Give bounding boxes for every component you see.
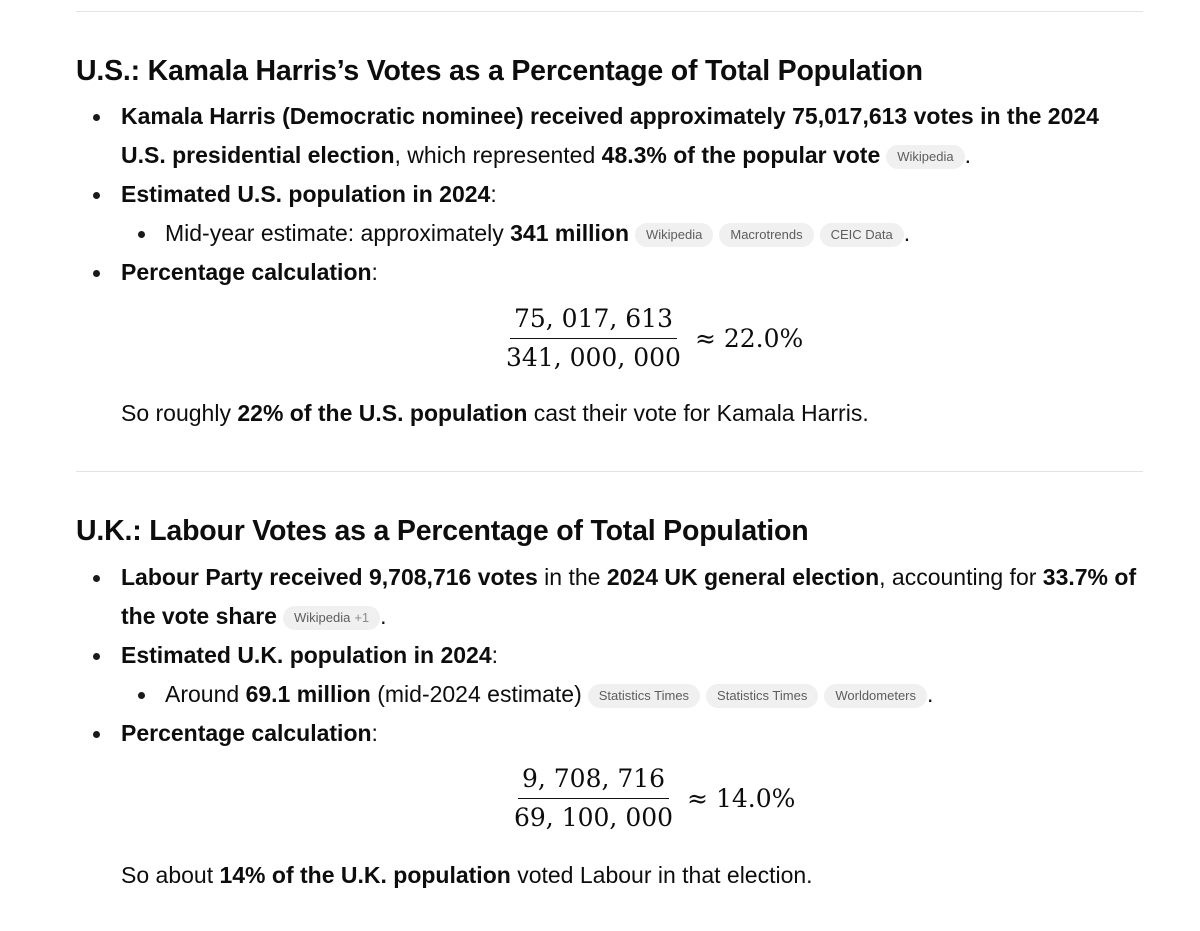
- us-bullet-list: Kamala Harris (Democratic nominee) recei…: [76, 97, 1143, 292]
- uk-votes-bullet: Labour Party received 9,708,716 votes in…: [76, 558, 1143, 636]
- uk-equation: 9, 708, 716 69, 100, 000 ≈ 14.0%: [510, 764, 795, 833]
- uk-calculation-bullet: Percentage calculation:: [76, 714, 1143, 753]
- us-calculation-bullet: Percentage calculation:: [76, 253, 1143, 292]
- us-fraction: 75, 017, 613 341, 000, 000: [502, 304, 685, 373]
- uk-result: ≈ 14.0%: [687, 784, 796, 813]
- us-equation: 75, 017, 613 341, 000, 000 ≈ 22.0%: [502, 304, 803, 373]
- uk-vote-share-bold: 33.7% of the vote share: [121, 564, 1137, 629]
- uk-numerator: 9, 708, 716: [517, 764, 670, 799]
- us-denominator: 341, 000, 000: [506, 343, 681, 372]
- uk-population-bullet: Estimated U.K. population in 2024: Aroun…: [76, 636, 1143, 714]
- source-pill-statistics-times[interactable]: Statistics Times: [706, 684, 819, 708]
- uk-fraction: 9, 708, 716 69, 100, 000: [510, 764, 677, 833]
- source-pill-wikipedia[interactable]: Wikipedia +1: [282, 606, 381, 630]
- divider: [76, 11, 1143, 12]
- source-pill-ceic-data[interactable]: CEIC Data: [819, 223, 904, 247]
- divider: [76, 471, 1143, 472]
- us-votes-bold: Kamala Harris (Democratic nominee) recei…: [121, 103, 1099, 168]
- us-heading: U.S.: Kamala Harris’s Votes as a Percent…: [76, 55, 923, 87]
- us-numerator: 75, 017, 613: [509, 304, 677, 339]
- source-pill-wikipedia[interactable]: Wikipedia: [886, 145, 965, 169]
- uk-heading: U.K.: Labour Votes as a Percentage of To…: [76, 515, 809, 547]
- us-population-sublist: Mid-year estimate: approximately 341 mil…: [121, 214, 1143, 253]
- us-votes-bullet: Kamala Harris (Democratic nominee) recei…: [76, 97, 1143, 175]
- uk-bullet-list: Labour Party received 9,708,716 votes in…: [76, 558, 1143, 753]
- source-pill-statistics-times[interactable]: Statistics Times: [587, 684, 701, 708]
- source-pill-macrotrends[interactable]: Macrotrends: [719, 223, 814, 247]
- uk-denominator: 69, 100, 000: [514, 803, 674, 832]
- us-population-bullet: Estimated U.S. population in 2024: Mid-y…: [76, 175, 1143, 253]
- uk-population-sublist: Around 69.1 million (mid-2024 estimate) S…: [121, 675, 1143, 714]
- us-result: ≈ 22.0%: [694, 324, 804, 353]
- us-summary: So roughly 22% of the U.S. population ca…: [121, 400, 869, 426]
- us-popular-vote-bold: 48.3% of the popular vote: [601, 142, 881, 168]
- uk-section: U.K.: Labour Votes as a Percentage of To…: [76, 513, 1143, 753]
- uk-summary: So about 14% of the U.K. population vote…: [121, 862, 813, 888]
- source-pill-worldometers[interactable]: Worldometers: [824, 684, 928, 708]
- us-section: U.S.: Kamala Harris’s Votes as a Percent…: [76, 53, 1143, 292]
- us-midyear-estimate-item: Mid-year estimate: approximately 341 mil…: [121, 214, 1143, 253]
- source-pill-wikipedia[interactable]: Wikipedia: [635, 223, 714, 247]
- uk-midyear-estimate-item: Around 69.1 million (mid-2024 estimate) S…: [121, 675, 1143, 714]
